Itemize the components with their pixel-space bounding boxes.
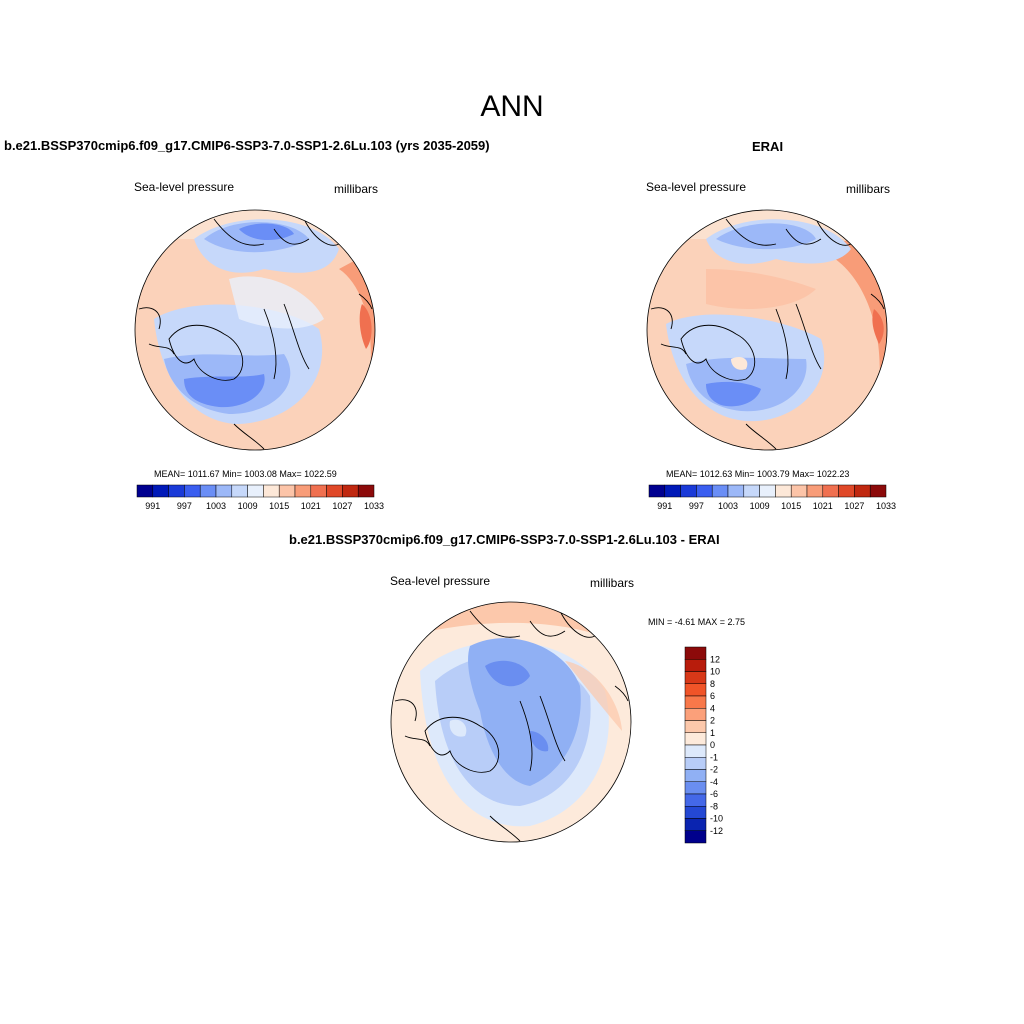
panel-1-colorbar-label: 1033 xyxy=(364,501,384,511)
panel-1-colorbar-swatch xyxy=(152,484,169,498)
panel-3-map xyxy=(390,601,632,843)
panel-3-colorbar-label: -1 xyxy=(710,752,718,762)
panel-2-colorbar-swatch xyxy=(806,484,824,498)
panel-1-colorbar-label: 1021 xyxy=(301,501,321,511)
panel-1-units: millibars xyxy=(334,182,379,196)
panel-1-colorbar-swatch xyxy=(342,484,359,498)
panel-2-units: millibars xyxy=(846,182,891,196)
panel-3-colorbar-swatch xyxy=(684,659,707,672)
panel-3-colorbar-label: 8 xyxy=(710,679,715,689)
panel-2-colorbar-label: 1033 xyxy=(876,501,896,511)
panel-3-units: millibars xyxy=(590,576,635,590)
panel-1-colorbar-label: 1027 xyxy=(332,501,352,511)
panel-3-colorbar-label: -6 xyxy=(710,789,718,799)
panel-2-map xyxy=(646,209,888,451)
panel-2-colorbar-swatch xyxy=(711,484,729,498)
panel-3-colorbar-swatch xyxy=(684,695,707,709)
panel-1-map xyxy=(134,209,376,451)
panel-2-colorbar-label: 1009 xyxy=(750,501,770,511)
panel-2-colorbar-swatch xyxy=(822,484,839,498)
panel-2-colorbar: 991 997 1003 1009 1015 1021 1027 1033 xyxy=(648,484,896,520)
panel-2-colorbar-label: 1003 xyxy=(718,501,738,511)
panel-3-colorbar-swatch xyxy=(684,781,707,795)
panel-2-colorbar-swatch xyxy=(727,484,745,498)
panel-3-colorbar-swatch xyxy=(684,646,707,660)
panel-3-colorbar-label: 4 xyxy=(710,703,715,713)
panel-1-title: b.e21.BSSP370cmip6.f09_g17.CMIP6-SSP3-7.… xyxy=(4,138,490,153)
panel-2-colorbar-label: 1015 xyxy=(781,501,801,511)
panel-2-variable: Sea-level pressure xyxy=(646,180,747,194)
panel-3-colorbar-swatch xyxy=(684,793,707,807)
panel-2-colorbar-swatch xyxy=(854,484,871,498)
panel-3-colorbar-swatch xyxy=(684,720,707,733)
panel-3-colorbar-swatch xyxy=(684,818,707,831)
panel-2-colorbar-label: 1027 xyxy=(844,501,864,511)
main-title: ANN xyxy=(480,90,544,123)
panel-3-colorbar-label: 0 xyxy=(710,740,715,750)
panel-3-colorbar-label: -10 xyxy=(710,814,723,824)
panel-3-colorbar-swatch xyxy=(684,708,707,721)
panel-1-stats: MEAN= 1011.67 Min= 1003.08 Max= 1022.59 xyxy=(154,469,337,479)
panel-1-colorbar-label: 1009 xyxy=(238,501,258,511)
panel-1-colorbar-swatch xyxy=(326,484,343,498)
panel-1-colorbar-label: 1015 xyxy=(269,501,289,511)
panel-2-title: ERAI xyxy=(752,139,784,154)
panel-3-stats: MIN = -4.61 MAX = 2.75 xyxy=(648,617,746,627)
panel-3-colorbar-label: 12 xyxy=(710,654,720,664)
panel-1-colorbar-swatch xyxy=(278,484,296,498)
panel-3-colorbar-swatch xyxy=(684,732,707,746)
panel-3-colorbar-swatch xyxy=(684,683,707,697)
panel-1-colorbar-svg: 991 997 1003 1009 1015 1021 1027 1033 xyxy=(136,484,384,511)
panel-3-colorbar-label: -12 xyxy=(710,826,723,836)
panel-1-colorbar-swatch xyxy=(294,484,312,498)
panel-2-colorbar-swatch xyxy=(775,484,792,498)
panel-1-colorbar-label: 991 xyxy=(145,501,160,511)
panel-3-colorbar-label: 2 xyxy=(710,716,715,726)
panel-2-colorbar-swatch xyxy=(869,484,887,498)
panel-2-colorbar-swatch xyxy=(743,484,760,498)
panel-1-colorbar-swatch xyxy=(168,484,185,498)
panel-3-colorbar-swatch xyxy=(684,744,707,758)
panel-2-colorbar-svg: 991 997 1003 1009 1015 1021 1027 1033 xyxy=(648,484,896,511)
panel-2-colorbar-label: 1021 xyxy=(813,501,833,511)
panel-2-stats: MEAN= 1012.63 Min= 1003.79 Max= 1022.23 xyxy=(666,469,850,479)
panel-3-variable: Sea-level pressure xyxy=(390,574,491,588)
panel-1-colorbar-swatch xyxy=(136,484,154,498)
panel-1-colorbar-swatch xyxy=(263,484,280,498)
panel-3-title: b.e21.BSSP370cmip6.f09_g17.CMIP6-SSP3-7.… xyxy=(289,532,720,547)
panel-3-colorbar-swatch xyxy=(684,769,707,782)
panel-2-colorbar-swatch xyxy=(648,484,666,498)
panel-2-colorbar-label: 991 xyxy=(657,501,672,511)
panel-3-colorbar-swatch xyxy=(684,830,707,844)
panel-2-colorbar-swatch xyxy=(680,484,697,498)
panel-1-colorbar-swatch xyxy=(199,484,217,498)
panel-3-colorbar-swatch xyxy=(684,757,707,770)
panel-2-colorbar-swatch xyxy=(790,484,808,498)
panel-3-colorbar-label: -8 xyxy=(710,801,718,811)
panel-2-colorbar-label: 997 xyxy=(689,501,704,511)
panel-3-colorbar-label: 6 xyxy=(710,691,715,701)
panel-1-colorbar-swatch xyxy=(247,484,264,498)
panel-3-colorbar-swatch xyxy=(684,806,707,819)
panel-3-colorbar-label: -2 xyxy=(710,765,718,775)
panel-2-colorbar-swatch xyxy=(664,484,681,498)
panel-1-colorbar-swatch xyxy=(215,484,233,498)
panel-2-colorbar-swatch xyxy=(759,484,776,498)
panel-3-colorbar-label: 1 xyxy=(710,728,715,738)
panel-1-colorbar-swatch xyxy=(310,484,327,498)
panel-3-colorbar-swatch xyxy=(684,671,707,684)
panel-1-colorbar-swatch xyxy=(357,484,375,498)
panel-1-colorbar-label: 997 xyxy=(177,501,192,511)
panel-1-colorbar: 991 997 1003 1009 1015 1021 1027 1033 xyxy=(136,484,384,520)
panel-1-colorbar-label: 1003 xyxy=(206,501,226,511)
panel-1-variable: Sea-level pressure xyxy=(134,180,235,194)
panel-1-colorbar-swatch xyxy=(184,484,201,498)
panel-3-colorbar-label: 10 xyxy=(710,667,720,677)
panel-1-colorbar-swatch xyxy=(231,484,248,498)
panel-2-colorbar-swatch xyxy=(696,484,713,498)
panel-2-colorbar-swatch xyxy=(838,484,855,498)
panel-3-colorbar: 12 10 8 6 4 2 1 0 -1 -2 -4 -6 -8 -10 -12 xyxy=(684,646,745,847)
panel-3-colorbar-label: -4 xyxy=(710,777,718,787)
